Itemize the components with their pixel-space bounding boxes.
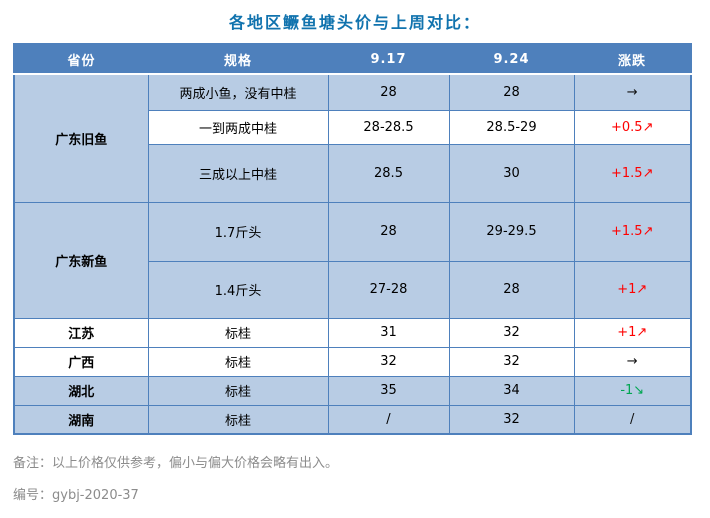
change-cell: +1.5↗	[573, 143, 692, 203]
price-prev-cell: 32	[327, 346, 450, 377]
price-curr-cell: 34	[448, 375, 575, 406]
table-row: 湖北 标桂 35 34 -1↘	[13, 375, 692, 406]
province-cell: 湖南	[13, 404, 149, 435]
change-cell: +1.5↗	[573, 201, 692, 262]
price-curr-cell: 28.5-29	[448, 109, 575, 145]
price-prev-cell: 35	[327, 375, 450, 406]
change-cell: +1↗	[573, 317, 692, 348]
spec-cell: 标桂	[147, 375, 329, 406]
change-cell: →	[573, 73, 692, 111]
spec-cell: 1.7斤头	[147, 201, 329, 262]
price-prev-cell: 27-28	[327, 260, 450, 319]
price-curr-cell: 28	[448, 73, 575, 111]
price-curr-cell: 32	[448, 317, 575, 348]
table-header: 省份 规格 9.17 9.24 涨跌	[14, 44, 691, 75]
price-prev-cell: /	[327, 404, 450, 435]
spec-cell: 标桂	[147, 404, 329, 435]
footer-code: 编号：gybj-2020-37	[13, 488, 139, 503]
price-curr-cell: 28	[448, 260, 575, 319]
price-comparison-table: 省份 规格 9.17 9.24 涨跌 广东旧鱼 两成小鱼，没有中桂 28 28 …	[13, 43, 692, 435]
table-row: 一到两成中桂 28-28.5 28.5-29 +0.5↗	[14, 109, 692, 145]
header-week-curr: 9.24	[449, 44, 574, 75]
price-prev-cell: 28	[327, 73, 450, 111]
spec-cell: 一到两成中桂	[147, 109, 329, 145]
province-cell: 江苏	[13, 317, 149, 348]
header-province: 省份	[14, 44, 148, 75]
price-curr-cell: 30	[448, 143, 575, 203]
table-row: 广东新鱼 1.7斤头 28 29-29.5 +1.5↗	[13, 201, 692, 319]
header-row: 省份 规格 9.17 9.24 涨跌	[14, 44, 691, 75]
province-cell: 湖北	[13, 375, 149, 406]
spec-cell: 标桂	[147, 346, 329, 377]
spec-cell: 三成以上中桂	[147, 143, 329, 203]
page-title: 各地区鳜鱼塘头价与上周对比：	[228, 13, 481, 32]
table-body: 广东旧鱼 两成小鱼，没有中桂 28 28 → 一到两成中桂 28-28.5 28…	[13, 73, 692, 435]
table-row: 广东旧鱼 两成小鱼，没有中桂 28 28 →	[13, 73, 692, 203]
price-curr-cell: 29-29.5	[448, 201, 575, 262]
price-prev-cell: 31	[327, 317, 450, 348]
price-prev-cell: 28-28.5	[327, 109, 450, 145]
table-row: 江苏 标桂 31 32 +1↗	[13, 317, 692, 348]
table-row: 广西 标桂 32 32 →	[13, 346, 692, 377]
header-change: 涨跌	[574, 44, 691, 75]
price-curr-cell: 32	[448, 404, 575, 435]
spec-cell: 1.4斤头	[147, 260, 329, 319]
province-cell: 广东旧鱼	[13, 73, 149, 203]
change-cell: +1↗	[573, 260, 692, 319]
change-cell: +0.5↗	[573, 109, 692, 145]
price-prev-cell: 28.5	[327, 143, 450, 203]
price-prev-cell: 28	[327, 201, 450, 262]
header-spec: 规格	[148, 44, 328, 75]
footer: 备注：以上价格仅供参考，偏小与偏大价格会略有出入。 编号：gybj-2020-3…	[13, 452, 710, 503]
change-cell: /	[573, 404, 692, 435]
province-cell: 广西	[13, 346, 149, 377]
spec-cell: 两成小鱼，没有中桂	[147, 73, 329, 111]
spec-cell: 标桂	[147, 317, 329, 348]
footer-note: 备注：以上价格仅供参考，偏小与偏大价格会略有出入。	[13, 456, 339, 471]
change-cell: →	[573, 346, 692, 377]
header-week-prev: 9.17	[328, 44, 449, 75]
table-row: 湖南 标桂 / 32 /	[13, 404, 692, 435]
change-cell: -1↘	[573, 375, 692, 406]
price-curr-cell: 32	[448, 346, 575, 377]
province-cell: 广东新鱼	[13, 201, 149, 319]
